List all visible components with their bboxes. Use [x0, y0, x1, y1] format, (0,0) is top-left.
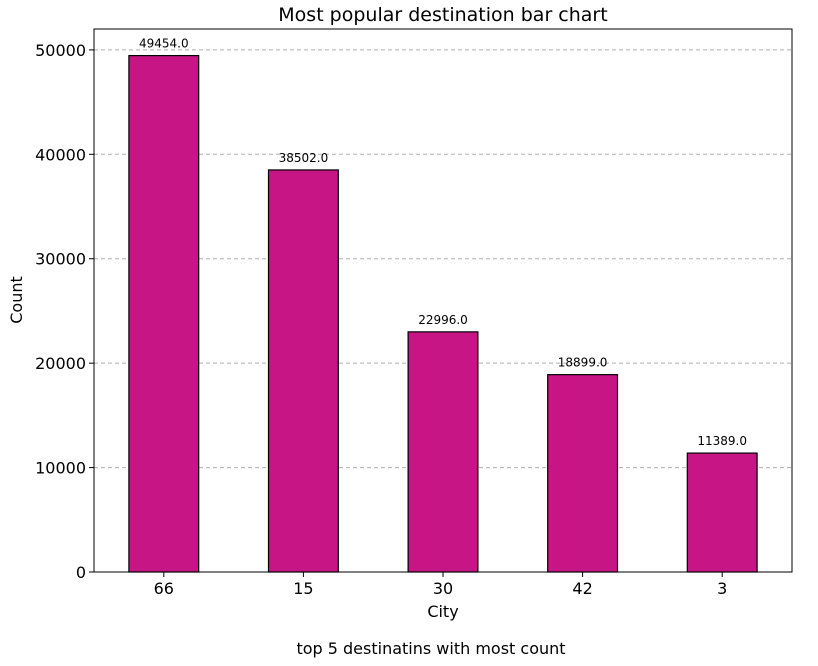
data-label-layer: 49454.0 38502.0 22996.0 18899.0 11389.0: [139, 37, 747, 448]
x-tick-label: 42: [572, 579, 592, 598]
data-label: 38502.0: [279, 151, 329, 165]
y-tick-label: 20000: [35, 354, 86, 373]
bar-15: [267, 169, 339, 573]
x-tick-label: 15: [293, 579, 313, 598]
grid-layer: [94, 49, 792, 469]
x-axis-label: City: [427, 602, 458, 621]
x-tick-label: 66: [154, 579, 174, 598]
data-label: 49454.0: [139, 37, 189, 51]
bar-42: [547, 374, 619, 573]
x-tick-label: 30: [433, 579, 453, 598]
y-tick-label: 10000: [35, 459, 86, 478]
y-tick-label: 0: [76, 563, 86, 582]
tick-layer: 0 10000 20000 30000 40000 50000 66 15 30 42 3: [35, 41, 727, 598]
x-tick-label: 3: [717, 579, 727, 598]
data-label: 11389.0: [697, 434, 747, 448]
chart-caption: top 5 destinatins with most count: [296, 639, 565, 658]
y-tick-label: 50000: [35, 41, 86, 60]
y-tick-label: 30000: [35, 250, 86, 269]
chart-title: Most popular destination bar chart: [278, 4, 607, 26]
bar-66: [128, 54, 200, 573]
y-axis-label: Count: [7, 276, 26, 324]
data-label: 18899.0: [558, 356, 608, 370]
y-tick-label: 40000: [35, 145, 86, 164]
data-label: 22996.0: [418, 313, 468, 327]
bar-3: [686, 452, 758, 573]
bar-30: [407, 331, 479, 573]
bar-layer: [128, 54, 758, 573]
